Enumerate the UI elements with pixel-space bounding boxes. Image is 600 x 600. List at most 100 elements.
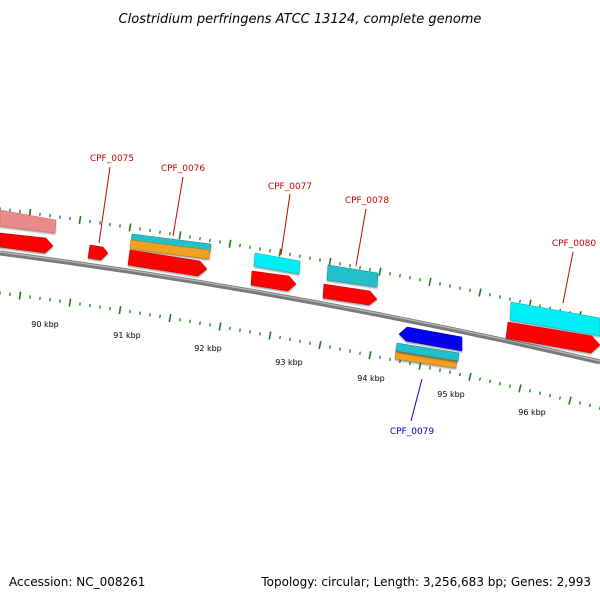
genome-backbone bbox=[0, 250, 600, 365]
minor-tick-mark bbox=[309, 256, 311, 260]
major-tick-mark bbox=[368, 351, 372, 360]
major-tick-mark bbox=[378, 267, 382, 276]
outer-tick-ring bbox=[0, 207, 600, 322]
minor-tick-mark bbox=[429, 366, 431, 370]
minor-tick-mark bbox=[489, 292, 491, 297]
minor-tick-mark bbox=[379, 355, 381, 359]
leader-line-0078 bbox=[355, 208, 367, 267]
genome-backbone-highlight bbox=[0, 251, 600, 362]
gene-label-0075[interactable]: CPF_0075 bbox=[90, 154, 134, 164]
gene-labels: CPF_0075 CPF_0076 CPF_0077 CPF_0078 CPF_… bbox=[90, 154, 597, 437]
cds-arrow-0079-reverse[interactable] bbox=[398, 326, 463, 352]
inner-tick-ring bbox=[0, 291, 600, 410]
minor-tick-mark bbox=[299, 254, 301, 258]
cds-arrow-0074[interactable] bbox=[0, 232, 54, 254]
minor-tick-mark bbox=[169, 232, 171, 236]
minor-tick-mark bbox=[209, 323, 211, 327]
cds-arrow-0075[interactable] bbox=[87, 244, 109, 261]
minor-tick-mark bbox=[329, 345, 331, 349]
cds-arrow-0077[interactable] bbox=[250, 270, 297, 292]
major-tick-mark bbox=[268, 331, 272, 340]
leader-line-0080 bbox=[562, 251, 574, 304]
minor-tick-mark bbox=[558, 396, 562, 400]
major-tick-mark bbox=[478, 288, 482, 297]
scale-label: 93 kbp bbox=[275, 358, 303, 367]
minor-tick-mark bbox=[299, 339, 301, 343]
minor-tick-mark bbox=[159, 230, 161, 234]
major-tick-mark bbox=[218, 322, 222, 331]
orange-feature-0076[interactable] bbox=[129, 239, 211, 260]
minor-tick-mark bbox=[159, 314, 161, 319]
minor-tick-mark bbox=[309, 341, 311, 345]
forward-cds-row bbox=[0, 232, 600, 354]
cyan-feature-0080[interactable] bbox=[509, 301, 600, 337]
minor-tick-mark bbox=[339, 262, 341, 266]
minor-tick-mark bbox=[399, 273, 401, 278]
gene-label-0079[interactable]: CPF_0079 bbox=[390, 427, 435, 437]
major-tick-mark bbox=[278, 248, 282, 257]
major-tick-mark bbox=[518, 384, 522, 393]
gene-label-0078[interactable]: CPF_0078 bbox=[345, 196, 390, 206]
minor-tick-mark bbox=[419, 278, 421, 282]
minor-tick-mark bbox=[349, 349, 351, 353]
minor-tick-mark bbox=[578, 401, 582, 405]
gene-label-0080[interactable]: CPF_0080 bbox=[552, 239, 597, 249]
major-tick-mark bbox=[568, 396, 572, 405]
minor-tick-mark bbox=[439, 282, 441, 286]
leader-line-0075 bbox=[98, 166, 111, 244]
minor-tick-mark bbox=[249, 245, 251, 249]
teal-feature-0078[interactable] bbox=[326, 264, 379, 288]
scale-label: 96 kbp bbox=[518, 408, 546, 417]
major-tick-mark bbox=[328, 257, 332, 266]
minor-tick-mark bbox=[249, 330, 251, 334]
minor-tick-mark bbox=[209, 238, 211, 243]
scale-labels: 90 kbp 91 kbp 92 kbp 93 kbp 94 kbp 95 kb… bbox=[31, 320, 546, 417]
scale-label: 94 kbp bbox=[357, 374, 385, 383]
minor-tick-mark bbox=[189, 235, 191, 239]
major-tick-mark bbox=[78, 215, 82, 225]
major-tick-mark bbox=[178, 231, 182, 240]
minor-tick-mark bbox=[139, 311, 141, 315]
minor-tick-mark bbox=[289, 337, 291, 342]
minor-tick-mark bbox=[349, 264, 351, 268]
minor-tick-mark bbox=[458, 372, 462, 377]
genome-info-label: Topology: circular; Length: 3,256,683 bp… bbox=[260, 575, 591, 589]
minor-tick-mark bbox=[508, 384, 512, 388]
accession-label: Accession: NC_008261 bbox=[9, 575, 145, 589]
cds-arrow-0080[interactable] bbox=[505, 321, 600, 354]
teal-feature-0079[interactable] bbox=[395, 342, 460, 362]
cyan-feature-0077[interactable] bbox=[253, 252, 301, 275]
scale-label: 95 kbp bbox=[437, 390, 465, 399]
minor-tick-mark bbox=[199, 236, 201, 241]
gene-label-0077[interactable]: CPF_0077 bbox=[268, 182, 312, 192]
cds-arrow-0078[interactable] bbox=[322, 283, 378, 306]
leader-line-0077 bbox=[280, 193, 291, 256]
major-tick-mark bbox=[418, 361, 422, 370]
leader-line-0079 bbox=[410, 378, 423, 422]
minor-tick-mark bbox=[359, 265, 361, 270]
minor-tick-mark bbox=[449, 284, 451, 288]
minor-tick-mark bbox=[389, 271, 391, 276]
gene-label-0076[interactable]: CPF_0076 bbox=[161, 164, 206, 174]
major-tick-mark bbox=[18, 291, 22, 300]
minor-tick-mark bbox=[259, 332, 261, 336]
reverse-cds-row bbox=[395, 326, 463, 362]
scale-label: 90 kbp bbox=[31, 320, 59, 329]
cds-arrow-0076[interactable] bbox=[127, 249, 208, 277]
minor-tick-mark bbox=[229, 326, 231, 331]
minor-tick-mark bbox=[319, 258, 321, 262]
major-tick-mark bbox=[428, 277, 432, 286]
minor-tick-mark bbox=[488, 379, 492, 384]
minor-tick-mark bbox=[409, 361, 411, 366]
minor-tick-mark bbox=[518, 299, 522, 304]
minor-tick-mark bbox=[469, 288, 471, 293]
minor-tick-mark bbox=[499, 295, 501, 299]
minor-tick-mark bbox=[239, 328, 241, 332]
minor-tick-mark bbox=[289, 252, 291, 257]
faded-cds-feature[interactable] bbox=[0, 209, 57, 234]
minor-tick-mark bbox=[548, 393, 552, 398]
minor-tick-mark bbox=[189, 319, 191, 324]
minor-tick-mark bbox=[269, 249, 271, 253]
minor-tick-mark bbox=[409, 275, 411, 280]
major-tick-mark bbox=[68, 298, 72, 307]
